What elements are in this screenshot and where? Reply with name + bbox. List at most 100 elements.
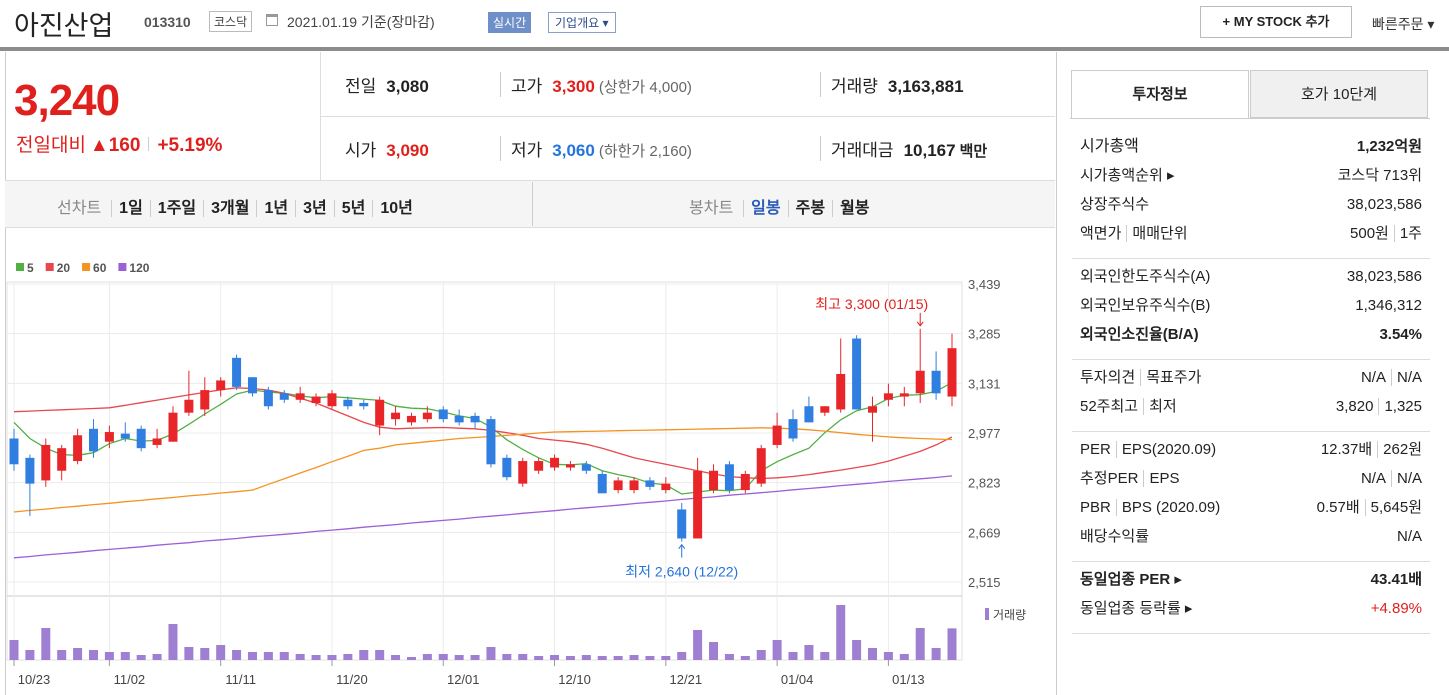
quote-item: 저가 3,060 (하한가 2,160) xyxy=(500,136,692,161)
quote-note: (상한가 4,000) xyxy=(598,79,692,96)
legend-swatch xyxy=(16,263,24,271)
info-label: 액면가 xyxy=(1080,225,1122,242)
period-tab[interactable]: 5년 xyxy=(333,200,373,217)
volume-bar xyxy=(295,654,305,660)
info-row: 시가총액순위 ▸ 코스닥 713위 xyxy=(1072,161,1430,190)
quote-item: 거래량 3,163,881 xyxy=(820,72,964,97)
legend-label: 60 xyxy=(93,261,107,275)
quote-label: 고가 xyxy=(511,77,543,96)
candle-body xyxy=(73,435,83,462)
info-cell: 500원 1주 xyxy=(1350,219,1422,248)
x-tick-label: 12/01 xyxy=(447,672,480,687)
period-tab[interactable]: 3년 xyxy=(295,200,334,217)
volume-bar xyxy=(868,648,878,660)
volume-bar xyxy=(772,640,782,660)
quick-order[interactable]: 빠른주문 ▾ xyxy=(1372,16,1435,32)
annotation: 최저 2,640 (12/22) xyxy=(625,564,738,580)
y-tick-label: 2,669 xyxy=(968,525,1001,540)
info-cell: 38,023,586 xyxy=(1347,262,1422,291)
overview-button[interactable]: 기업개요 ▾ xyxy=(548,12,616,33)
info-tab[interactable]: 호가 10단계 xyxy=(1250,70,1428,118)
info-tab[interactable]: 투자정보 xyxy=(1071,70,1249,118)
volume-bar xyxy=(550,655,560,660)
quote-label: 시가 xyxy=(345,141,377,160)
period-tab[interactable]: 1일 xyxy=(111,200,150,217)
info-value: 1,232억원 xyxy=(1356,138,1422,155)
info-label: 동일업종 등락률 ▸ xyxy=(1080,600,1193,617)
quote-value: 3,060 xyxy=(552,141,595,160)
divider xyxy=(532,182,533,226)
legend-label: 20 xyxy=(57,261,71,275)
info-row: 배당수익률 N/A xyxy=(1072,522,1430,551)
realtime-badge[interactable]: 실시간 xyxy=(488,12,532,33)
period-tabs: 선차트 1일 1주일 3개월 1년 3년 5년 10년 xyxy=(50,194,420,218)
candle-body xyxy=(693,470,703,539)
volume-bar xyxy=(152,654,162,660)
candle-body xyxy=(359,403,369,407)
change-percent: +5.19% xyxy=(157,135,223,156)
candle-body xyxy=(279,393,289,400)
x-tick-label: 11/20 xyxy=(336,672,368,687)
candle-tab[interactable]: 월봉 xyxy=(832,200,877,217)
divider xyxy=(1070,118,1430,119)
info-section: 시가총액 1,232억원 시가총액순위 ▸ 코스닥 713위 상장주식수 38,023,5… xyxy=(1072,132,1430,259)
info-row: 시가총액 1,232억원 xyxy=(1072,132,1430,161)
period-tab[interactable]: 1주일 xyxy=(149,200,204,217)
info-row: 상장주식수 38,023,586 xyxy=(1072,190,1430,219)
candle-tab[interactable]: 일봉 xyxy=(743,200,788,217)
info-cell: N/A xyxy=(1397,522,1422,551)
info-cell: N/A N/A xyxy=(1361,464,1422,493)
candle-body xyxy=(915,370,925,394)
info-label: 투자의견 xyxy=(1080,369,1136,386)
volume-bar xyxy=(629,655,639,660)
mystock-button[interactable]: + MY STOCK 추가 xyxy=(1200,6,1352,38)
volume-bar xyxy=(677,652,687,660)
y-tick-label: 3,285 xyxy=(968,327,1001,342)
volume-bar xyxy=(136,655,146,660)
info-value: 500원 xyxy=(1350,225,1389,242)
ma-line xyxy=(13,387,953,480)
candle-body xyxy=(263,390,273,407)
volume-bar xyxy=(343,654,353,660)
info-row: 외국인보유주식수(B) 1,346,312 xyxy=(1072,291,1430,320)
volume-bar xyxy=(454,655,464,660)
info-label: 목표주가 xyxy=(1140,369,1202,386)
candle-body xyxy=(57,448,67,471)
info-cell: 12.37배 262원 xyxy=(1321,435,1422,464)
info-label: EPS(2020.09) xyxy=(1115,441,1217,458)
period-tab[interactable]: 3개월 xyxy=(203,200,257,217)
volume-bar xyxy=(406,657,416,660)
volume-bar xyxy=(915,628,925,660)
legend-label: 120 xyxy=(129,261,149,275)
volume-bar xyxy=(931,648,941,660)
change: 전일대비 ▲160 +5.19% xyxy=(16,130,222,157)
candle-body xyxy=(295,393,305,400)
info-label: 매매단위 xyxy=(1126,225,1188,242)
volume-bar xyxy=(836,605,846,660)
candle-tab[interactable]: 주봉 xyxy=(787,200,833,217)
volume-bar xyxy=(73,648,83,660)
info-row: 52주최고 최저 3,820 1,325 xyxy=(1072,392,1430,421)
volume-bar xyxy=(645,656,655,660)
info-value: +4.89% xyxy=(1370,600,1422,617)
volume-bar xyxy=(502,654,512,660)
quote-value: 3,090 xyxy=(386,141,429,160)
y-tick-label: 3,439 xyxy=(968,277,1001,292)
info-value: 0.57배 xyxy=(1316,499,1360,516)
divider xyxy=(321,116,1055,117)
volume-bar xyxy=(232,650,242,660)
info-value: 38,023,586 xyxy=(1346,268,1422,285)
volume-bar xyxy=(9,640,19,660)
period-tab[interactable]: 1년 xyxy=(256,200,296,217)
period-tab[interactable]: 10년 xyxy=(372,200,420,217)
candle-body xyxy=(772,425,782,445)
quote-note: 백만 xyxy=(959,143,988,160)
legend-swatch xyxy=(118,263,127,271)
volume-bar xyxy=(947,628,957,660)
volume-bar xyxy=(899,654,909,660)
info-cell: 3,820 1,325 xyxy=(1336,392,1422,421)
info-row: 동일업종 PER ▸ 43.41배 xyxy=(1072,565,1430,594)
info-value: N/A xyxy=(1360,369,1386,386)
